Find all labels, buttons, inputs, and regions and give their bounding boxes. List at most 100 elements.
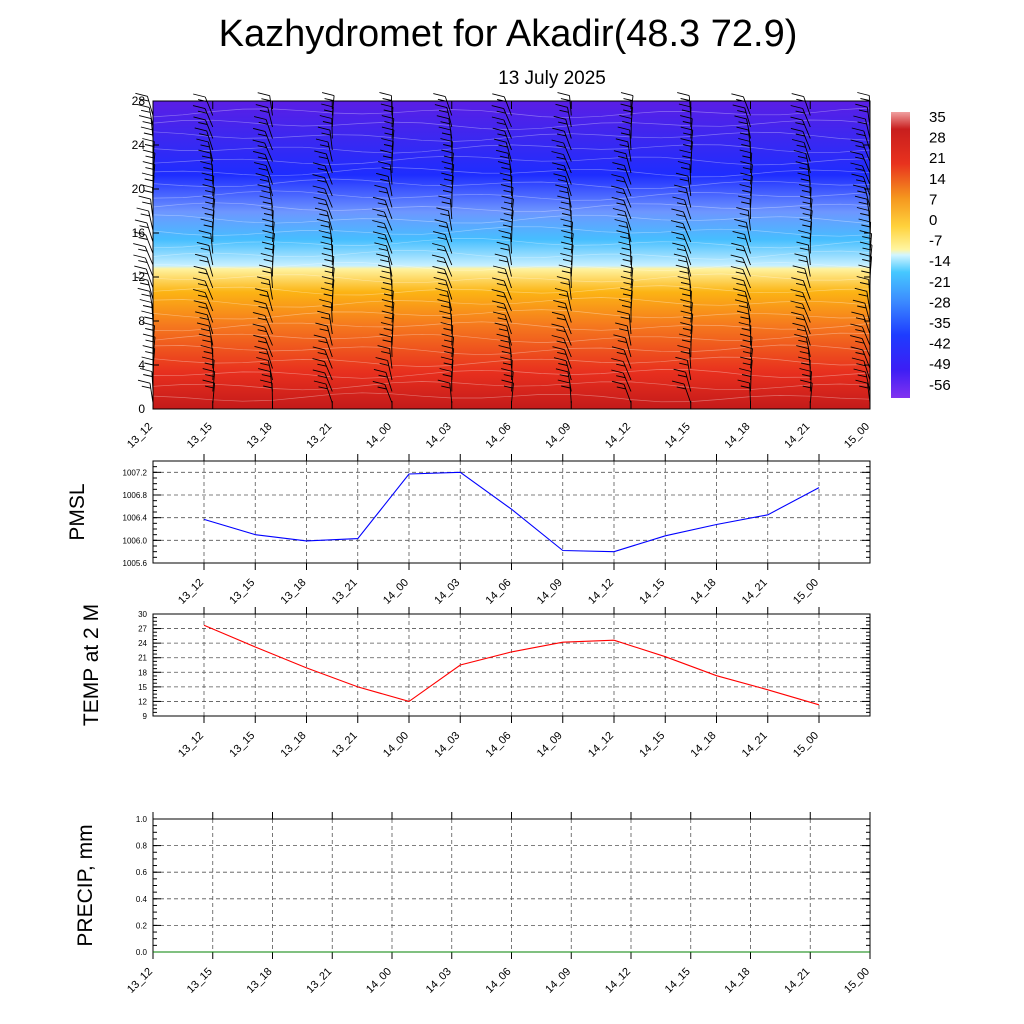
wind-barb: [377, 345, 393, 369]
wind-barb: [372, 220, 393, 243]
wind-barb: [196, 138, 214, 162]
y-tick-label: 0.6: [136, 868, 148, 877]
wind-barb: [732, 104, 751, 128]
wind-barb: [854, 287, 871, 312]
y-axis-label: TEMP at 2 M: [80, 604, 103, 726]
wind-barb: [491, 116, 512, 139]
wind-barb: [313, 196, 333, 220]
wind-barb: [798, 184, 812, 208]
wind-barb: [315, 138, 333, 162]
wind-barb: [440, 356, 454, 381]
wind-barb: [257, 92, 273, 116]
x-tick-label: 14_03: [424, 966, 454, 996]
wind-barb: [253, 300, 273, 323]
series-line: [203, 624, 820, 706]
wind-barb: [554, 288, 572, 312]
wind-barb: [500, 356, 513, 381]
colorbar-label: -49: [929, 356, 951, 373]
wind-barb: [133, 254, 154, 277]
colorbar-label: -7: [929, 233, 942, 250]
x-tick-label: 13_21: [304, 966, 334, 996]
wind-barb: [491, 300, 512, 323]
wind-barb: [551, 323, 572, 346]
wind-barb: [137, 379, 154, 404]
wind-barb: [196, 241, 214, 266]
wind-barb: [373, 368, 393, 392]
wind-barb: [552, 162, 572, 185]
x-tick-label: 14_15: [663, 421, 693, 451]
x-tick-label: 15_00: [842, 966, 872, 996]
wind-barb: [553, 357, 572, 381]
wind-barb: [313, 380, 333, 404]
x-tick-label: 14_18: [723, 966, 753, 996]
wind-barb: [790, 116, 811, 139]
wind-barb: [319, 115, 333, 139]
wind-barb: [253, 334, 273, 358]
x-tick-label: 13_21: [330, 730, 360, 760]
wind-barb: [252, 312, 273, 335]
wind-barb: [134, 265, 154, 289]
x-tick-label: 14_00: [364, 421, 394, 451]
wind-barb: [671, 380, 692, 404]
x-tick-label: 13_18: [245, 966, 275, 996]
grid: [153, 461, 870, 563]
wind-barb: [551, 151, 572, 174]
wind-barb: [253, 116, 273, 139]
x-tick-label: 14_18: [689, 577, 719, 607]
wind-barb: [312, 162, 333, 185]
wind-barb: [496, 333, 512, 358]
wind-barb: [734, 218, 751, 243]
wind-barb: [435, 288, 453, 312]
wind-barb: [558, 264, 572, 289]
y-tick-label: 0.8: [136, 842, 148, 851]
wind-barb: [491, 277, 512, 300]
wind-barb: [551, 311, 572, 335]
wind-barb: [673, 253, 692, 277]
wind-barb: [198, 149, 214, 174]
wind-barb: [620, 92, 634, 116]
wind-barb: [376, 253, 393, 277]
wind-barb: [730, 254, 751, 277]
wind-barb: [620, 287, 633, 312]
wind-barb: [740, 356, 753, 381]
colorbar: [891, 112, 910, 398]
wind-barb: [321, 92, 335, 116]
y-tick-label: 1007.2: [123, 468, 148, 477]
wind-barb: [611, 346, 632, 369]
wind-barb: [677, 92, 692, 116]
y-tick-label: 0: [138, 402, 145, 416]
wind-barb: [316, 218, 333, 243]
y-tick-label: 30: [138, 610, 147, 619]
wind-barb: [677, 161, 692, 185]
x-tick-label: 13_18: [279, 577, 309, 607]
wind-barb: [192, 289, 214, 312]
wind-barb: [794, 253, 811, 277]
wind-barb: [255, 173, 273, 197]
x-tick-label: 14_12: [603, 966, 633, 996]
wind-barb: [850, 162, 871, 185]
wind-barb: [314, 150, 333, 174]
wind-barb: [737, 195, 751, 220]
y-tick-label: 1.0: [136, 815, 148, 824]
wind-barb: [492, 127, 512, 151]
wind-barb: [619, 253, 633, 277]
wind-barb: [436, 115, 453, 139]
y-tick-label: 12: [132, 270, 146, 284]
colorbar-label: -28: [929, 294, 951, 311]
wind-barb: [552, 346, 572, 369]
wind-barb: [255, 104, 273, 128]
wind-barb: [492, 311, 512, 335]
x-tick-label: 14_06: [484, 966, 514, 996]
y-tick-label: 24: [138, 639, 147, 648]
wind-barb: [675, 264, 692, 289]
wind-barb: [852, 184, 871, 208]
colorbar-label: 21: [929, 150, 946, 167]
y-axis-label: PRECIP, mm: [74, 824, 97, 946]
wind-barb: [312, 346, 333, 369]
wind-barb: [193, 265, 214, 289]
wind-barb: [314, 207, 333, 231]
colorbar-label: 35: [929, 109, 946, 126]
wind-barb: [136, 207, 154, 231]
wind-barb: [381, 310, 395, 335]
wind-barb: [555, 368, 572, 392]
